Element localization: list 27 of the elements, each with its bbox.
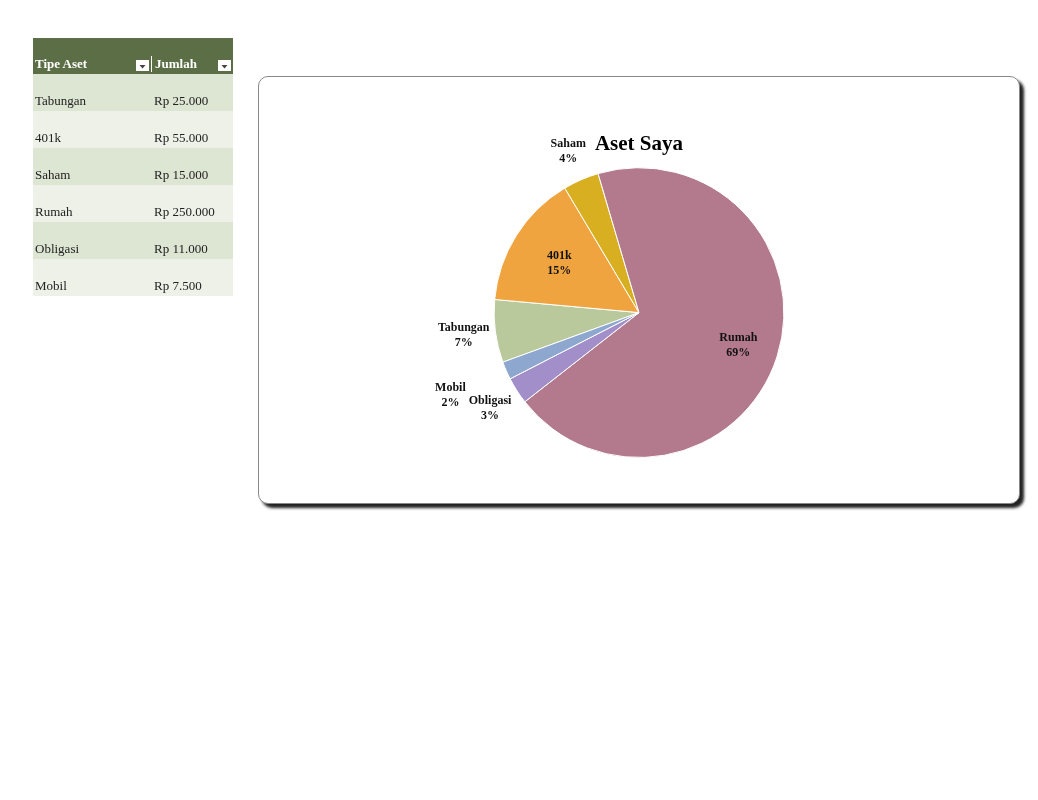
text: Rp 7.500 [154,278,202,293]
data-label: 2% [441,395,460,410]
chart-title: Aset Saya [594,131,684,156]
text: Rp 15.000 [154,167,209,182]
slice-label: 401k [546,247,572,262]
data-label: 69% [726,344,751,359]
text: Jumlah [155,56,197,71]
text: Mobil [35,278,67,293]
data-label: 3% [481,407,500,422]
data-label: 7% [454,335,473,350]
slice-label: Obligasi [468,392,513,407]
slice-label: Rumah [719,329,758,344]
text: Obligasi [35,241,80,256]
text: Rp 55.000 [154,130,209,145]
data-label: 15% [547,262,572,277]
slice-label: Saham [550,135,586,150]
text: Rp 250.000 [154,204,215,219]
text: Rumah [35,204,73,219]
text: 401k [35,130,61,145]
text: Rp 25.000 [154,93,209,108]
text: Tabungan [35,93,87,108]
data-label: 4% [559,150,578,165]
slice-label: Mobil [435,380,467,395]
text: Tipe Aset [35,56,88,71]
text: Rp 11.000 [154,241,208,256]
text: Saham [35,167,71,182]
slice-label: Tabungan [437,320,490,335]
